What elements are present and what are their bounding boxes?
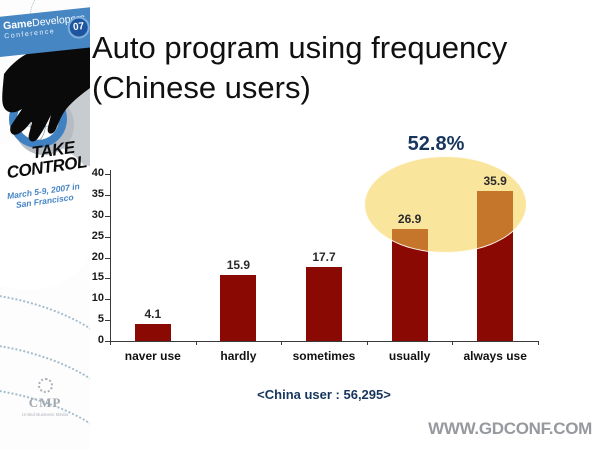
x-tick [538, 341, 539, 345]
y-tick [105, 278, 110, 280]
annotation-percentage: 52.8% [407, 133, 465, 155]
y-tick-label: 40 [91, 167, 104, 179]
bar-value-label: 35.9 [483, 174, 507, 189]
y-tick [105, 299, 110, 301]
y-tick-label: 10 [91, 292, 104, 305]
sidebar: GameDevelopers Conference 07 TAKE CONTRO… [0, 0, 90, 450]
y-tick [105, 320, 110, 322]
highlight-ellipse [364, 156, 527, 253]
cmp-tagline: United Business Media [21, 412, 69, 417]
y-tick-label: 20 [91, 250, 104, 263]
bar-value-label: 26.9 [397, 211, 422, 226]
bar-naver-use [134, 323, 171, 341]
x-tick [281, 341, 283, 345]
x-tick [195, 341, 197, 345]
y-tick-label: 35 [91, 187, 104, 200]
bar-value-label: 4.1 [144, 306, 162, 321]
y-tick-label: 30 [91, 208, 104, 221]
slide-title-line2: (Chinese users) [92, 70, 311, 105]
slide-title: Auto program using frequency (Chinese us… [92, 28, 592, 108]
cmp-logo: CMP United Business Media [16, 378, 74, 417]
y-tick [105, 257, 110, 259]
gdc-07-badge: 07 [66, 15, 90, 40]
footer-url: WWW.GDCONF.COM [428, 419, 592, 438]
category-label: always use [463, 349, 527, 363]
y-tick-label: 0 [97, 334, 104, 346]
chart-caption: <China user : 56,295> [257, 387, 391, 402]
category-label: hardly [220, 349, 257, 363]
white-circle-backdrop [0, 140, 90, 290]
bar-value-label: 17.7 [312, 250, 336, 265]
bar-value-label: 15.9 [226, 257, 251, 272]
y-tick [105, 215, 110, 217]
category-label: usually [388, 349, 431, 363]
x-tick [366, 341, 368, 345]
category-label: sometimes [292, 349, 356, 363]
y-tick [105, 236, 110, 238]
bar-sometimes [306, 267, 342, 341]
cmp-name: CMP [28, 395, 62, 410]
y-tick [105, 341, 110, 342]
y-tick [105, 194, 110, 196]
hand-icon [2, 40, 90, 142]
x-tick [452, 341, 454, 345]
y-tick-label: 25 [91, 229, 104, 242]
x-tick [110, 341, 111, 345]
y-tick-label: 15 [91, 271, 104, 284]
y-tick [105, 174, 110, 175]
y-axis [110, 170, 111, 342]
y-tick-label: 5 [97, 313, 104, 326]
x-axis [110, 341, 539, 342]
category-label: naver use [124, 349, 181, 363]
cmp-laurel-icon [37, 378, 53, 393]
slide-title-line1: Auto program using frequency [92, 30, 508, 65]
bar-hardly [220, 274, 257, 341]
